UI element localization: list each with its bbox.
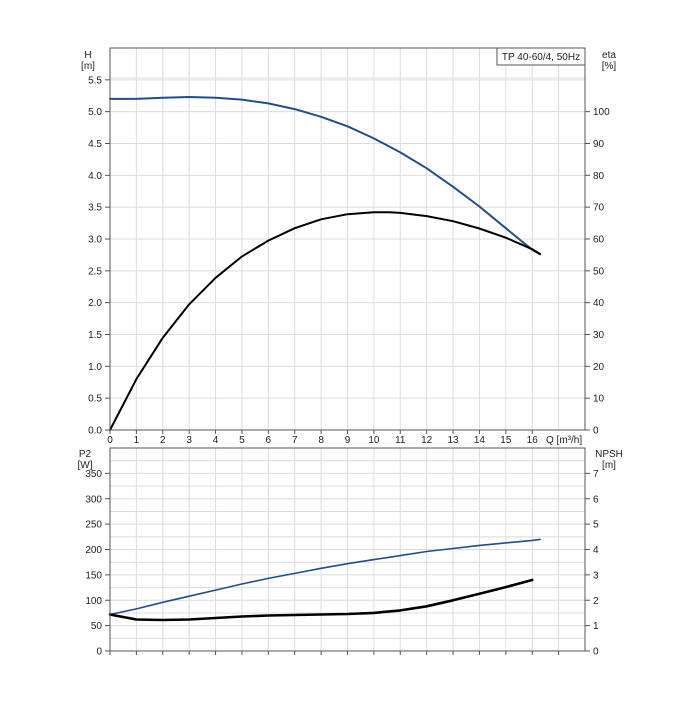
x-tick-label: 5 bbox=[239, 435, 245, 446]
x-tick-label: 6 bbox=[266, 435, 272, 446]
npsh-tick-label: 3 bbox=[593, 570, 599, 581]
y2-tick-label: 40 bbox=[593, 298, 605, 309]
y2-tick-label: 100 bbox=[593, 107, 610, 118]
x-tick-label: 2 bbox=[160, 435, 166, 446]
x-tick-label: 16 bbox=[527, 435, 539, 446]
x-tick-label: 1 bbox=[134, 435, 140, 446]
npsh-tick-label: 6 bbox=[593, 494, 599, 505]
p2-axis-label: P2 bbox=[79, 449, 92, 460]
npsh-tick-label: 2 bbox=[593, 596, 599, 607]
npsh-tick-label: 5 bbox=[593, 520, 599, 531]
y-tick-label: 4.0 bbox=[88, 171, 102, 182]
npsh-axis-unit: [m] bbox=[602, 460, 616, 471]
y-tick-label: 4.5 bbox=[88, 139, 102, 150]
p2-tick-label: 300 bbox=[85, 494, 102, 505]
p2-tick-label: 100 bbox=[85, 596, 102, 607]
y2-tick-label: 60 bbox=[593, 235, 605, 246]
y2-tick-label: 0 bbox=[593, 426, 599, 437]
p2-tick-label: 0 bbox=[96, 647, 102, 658]
y2-tick-label: 20 bbox=[593, 362, 605, 373]
p2-tick-label: 250 bbox=[85, 520, 102, 531]
x-tick-label: 12 bbox=[421, 435, 433, 446]
y-tick-label: 1.5 bbox=[88, 330, 102, 341]
chart-title: TP 40-60/4, 50Hz bbox=[502, 52, 580, 63]
x-axis-label: Q [m³/h] bbox=[546, 435, 582, 446]
x-tick-label: 13 bbox=[447, 435, 459, 446]
y-tick-label: 1.0 bbox=[88, 362, 102, 373]
x-tick-label: 10 bbox=[368, 435, 380, 446]
y-tick-label: 2.0 bbox=[88, 298, 102, 309]
y2-axis-label: eta bbox=[602, 50, 616, 61]
y-axis-label: H bbox=[84, 50, 91, 61]
p2-tick-label: 150 bbox=[85, 570, 102, 581]
npsh-axis-label: NPSH bbox=[595, 449, 623, 460]
y-tick-label: 0.0 bbox=[88, 426, 102, 437]
x-tick-label: 9 bbox=[345, 435, 351, 446]
y2-tick-label: 80 bbox=[593, 171, 605, 182]
y2-axis-unit: [%] bbox=[602, 61, 617, 72]
y2-tick-label: 90 bbox=[593, 139, 605, 150]
y-tick-label: 2.5 bbox=[88, 266, 102, 277]
p2-tick-label: 50 bbox=[91, 621, 103, 632]
npsh-tick-label: 4 bbox=[593, 545, 599, 556]
npsh-tick-label: 1 bbox=[593, 621, 599, 632]
y-tick-label: 5.5 bbox=[88, 75, 102, 86]
y-tick-label: 3.0 bbox=[88, 235, 102, 246]
x-tick-label: 3 bbox=[186, 435, 192, 446]
y2-tick-label: 70 bbox=[593, 203, 605, 214]
x-tick-label: 15 bbox=[500, 435, 512, 446]
p2-axis-unit: [W] bbox=[78, 460, 93, 471]
x-tick-label: 0 bbox=[107, 435, 113, 446]
chart-title-box: TP 40-60/4, 50Hz bbox=[497, 48, 585, 65]
x-tick-label: 14 bbox=[474, 435, 486, 446]
y2-tick-label: 10 bbox=[593, 394, 605, 405]
y-axis-unit: [m] bbox=[81, 61, 95, 72]
y-tick-label: 0.5 bbox=[88, 394, 102, 405]
x-tick-label: 8 bbox=[318, 435, 324, 446]
x-tick-label: 4 bbox=[213, 435, 219, 446]
y-tick-label: 5.0 bbox=[88, 107, 102, 118]
p2-tick-label: 200 bbox=[85, 545, 102, 556]
x-tick-label: 11 bbox=[395, 435, 406, 446]
x-tick-label: 7 bbox=[292, 435, 298, 446]
y2-tick-label: 30 bbox=[593, 330, 605, 341]
y-tick-label: 3.5 bbox=[88, 203, 102, 214]
npsh-tick-label: 7 bbox=[593, 469, 599, 480]
y2-tick-label: 50 bbox=[593, 266, 605, 277]
npsh-tick-label: 0 bbox=[593, 647, 599, 658]
